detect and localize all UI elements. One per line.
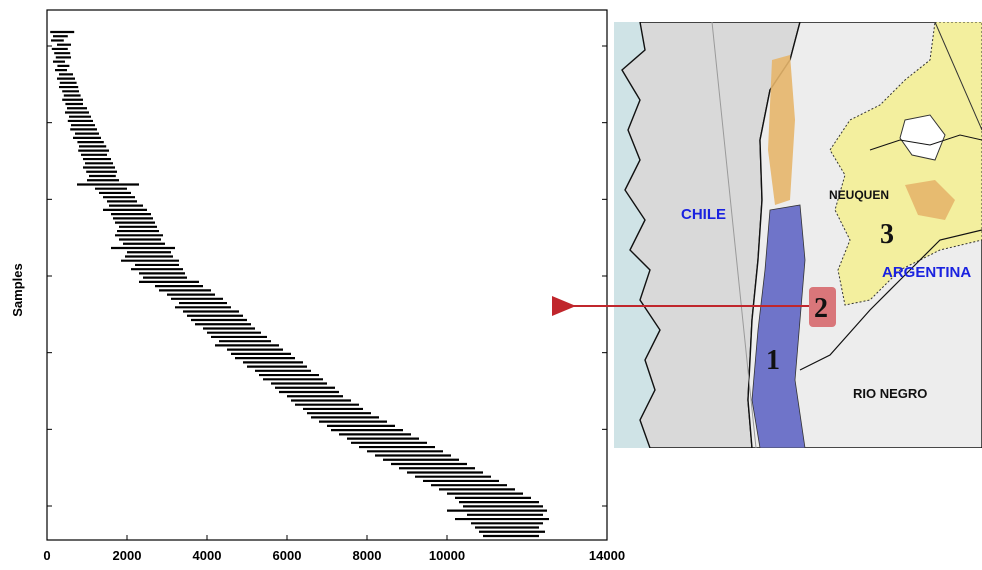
x-tick-label: 6000 xyxy=(273,548,302,563)
plot-frame xyxy=(46,9,608,541)
label-rio-negro: RIO NEGRO xyxy=(853,386,927,401)
label-chile: CHILE xyxy=(681,206,726,223)
x-tick-label: 8000 xyxy=(353,548,382,563)
x-tick-label: 14000 xyxy=(589,548,625,563)
label-neuquen: NEUQUEN xyxy=(829,188,889,202)
y-axis-label: Samples xyxy=(10,263,25,316)
orange-band xyxy=(768,55,795,205)
y-axis-ticks xyxy=(47,45,607,507)
x-tick-label: 10000 xyxy=(429,548,465,563)
yellow-region xyxy=(829,22,982,306)
meridian-line xyxy=(711,22,757,448)
lake xyxy=(899,114,946,161)
orange-patch xyxy=(905,180,955,220)
region-number-1: 1 xyxy=(766,345,780,376)
range-bars xyxy=(50,30,549,538)
blue-band xyxy=(751,204,806,448)
x-tick-label: 0 xyxy=(43,548,50,563)
x-axis-ticks: 0 2000 4000 6000 8000 10000 14000 xyxy=(43,535,625,563)
map-panel: CHILE NEUQUEN ARGENTINA RIO NEGRO 1 2 3 xyxy=(614,22,982,448)
meridian-line-2 xyxy=(934,22,982,131)
x-tick-label: 4000 xyxy=(193,548,222,563)
province-border xyxy=(799,229,982,371)
label-argentina: ARGENTINA xyxy=(882,264,971,281)
range-chart: 0 2000 4000 6000 8000 10000 14000 Samples xyxy=(10,9,625,563)
region-number-3: 3 xyxy=(880,219,894,250)
river xyxy=(869,134,982,151)
x-tick-label: 2000 xyxy=(113,548,142,563)
highlight-box xyxy=(809,287,836,327)
region-number-2: 2 xyxy=(814,293,828,324)
